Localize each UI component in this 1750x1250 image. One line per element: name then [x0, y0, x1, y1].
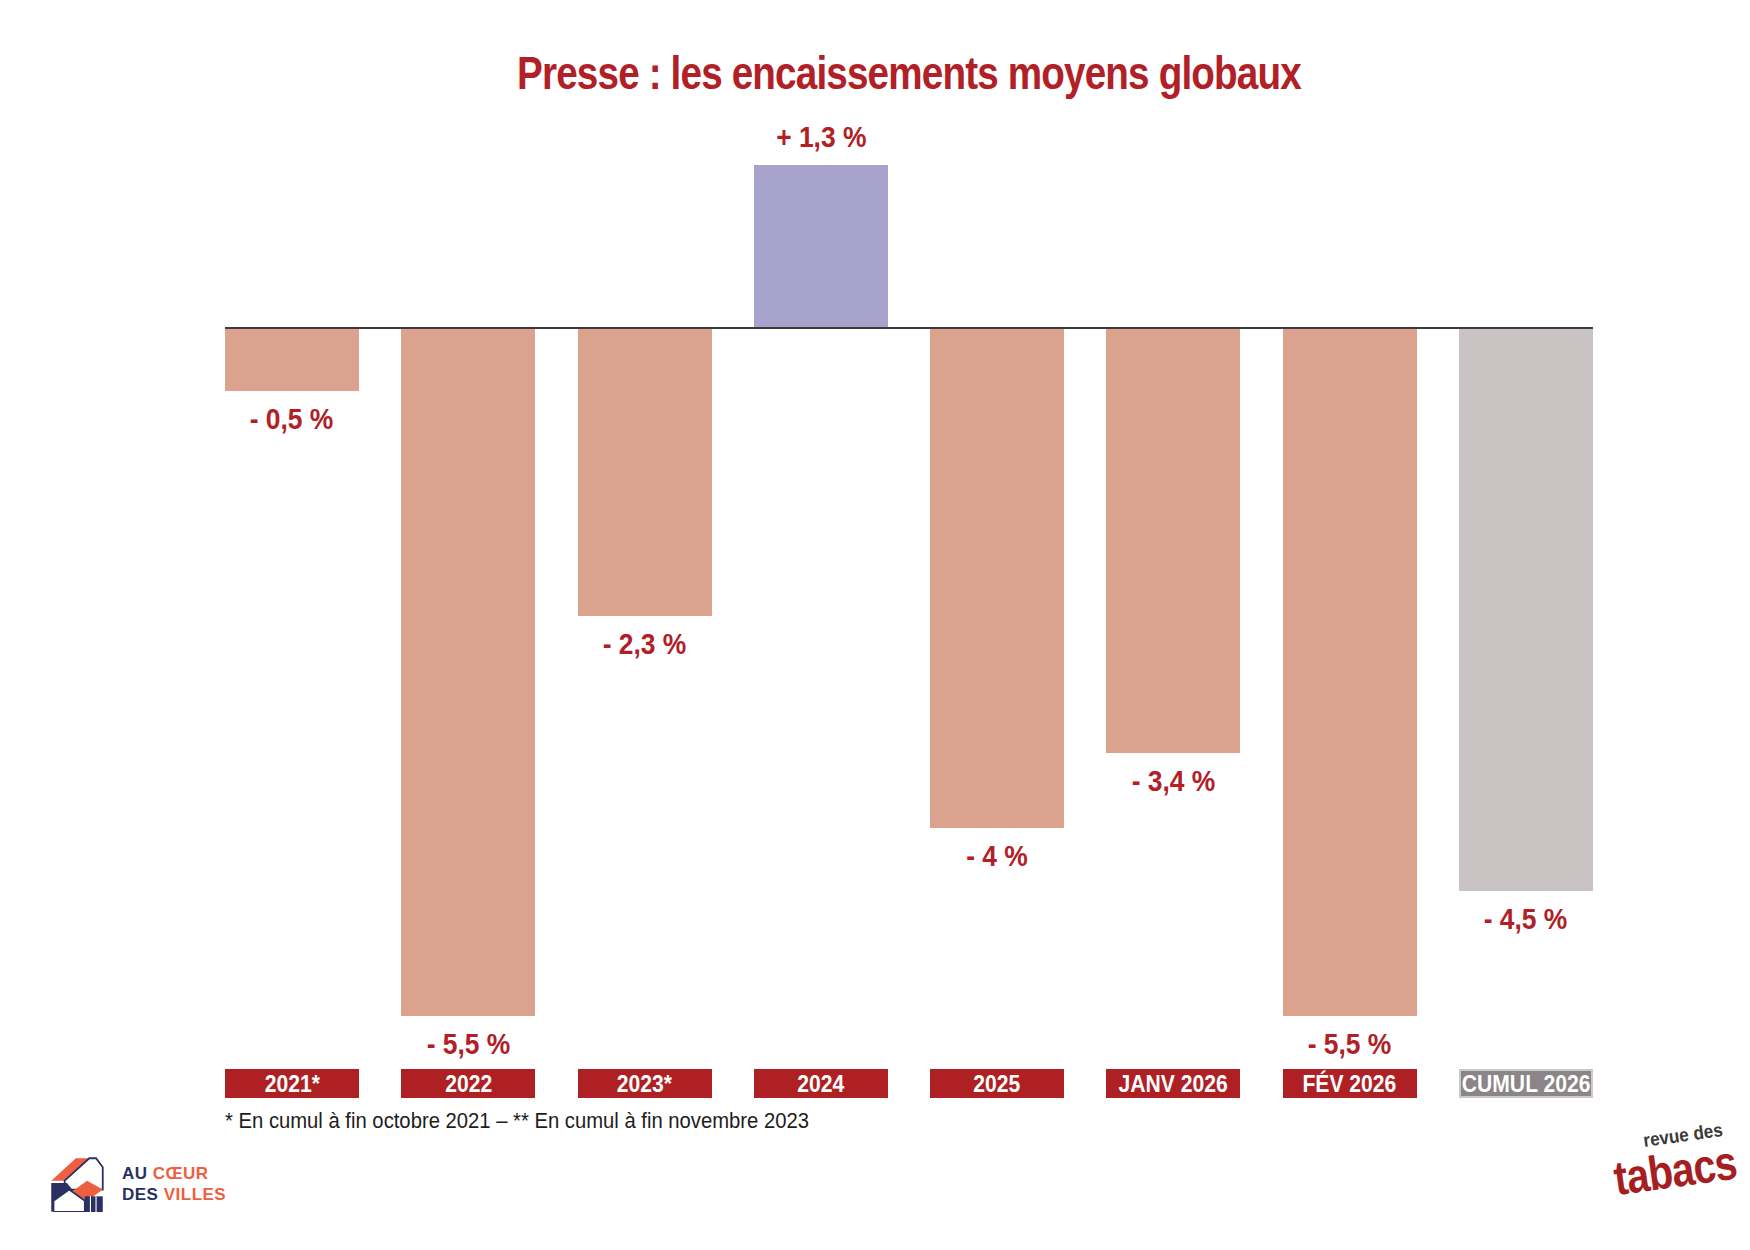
- au-coeur-des-villes-wordmark: AU CŒUR DES VILLES: [122, 1163, 226, 1205]
- bar: [1459, 328, 1593, 891]
- acdv-line2: DES VILLES: [122, 1184, 226, 1205]
- category-label: 2024: [754, 1069, 888, 1098]
- bar: [401, 328, 535, 1016]
- acdv-des: DES: [122, 1185, 158, 1204]
- bar-value-label: - 4,5 %: [1426, 902, 1626, 936]
- category-label: FÉV 2026: [1283, 1069, 1417, 1098]
- bar: [578, 328, 712, 616]
- au-coeur-des-villes-logo: AU CŒUR DES VILLES: [46, 1156, 226, 1212]
- house-icon: [46, 1156, 108, 1212]
- acdv-coeur: CŒUR: [153, 1164, 209, 1183]
- bar: [1283, 328, 1417, 1016]
- footnote: * En cumul à fin octobre 2021 – ** En cu…: [225, 1108, 809, 1134]
- bar-value-label: - 2,3 %: [545, 627, 745, 661]
- acdv-villes: VILLES: [164, 1185, 227, 1204]
- acdv-au: AU: [122, 1164, 148, 1183]
- bar-value-label: - 0,5 %: [192, 402, 392, 436]
- bar: [1106, 328, 1240, 753]
- zero-axis-line: [225, 327, 1593, 329]
- category-label: 2023*: [578, 1069, 712, 1098]
- bar-chart: - 0,5 % 2021* - 5,5 % 2022 - 2,3 % 2023* + 1,3…: [0, 0, 1750, 1250]
- category-label: 2025: [930, 1069, 1064, 1098]
- bar: [754, 165, 888, 328]
- acdv-line1: AU CŒUR: [122, 1163, 226, 1184]
- bar: [930, 328, 1064, 828]
- category-label: CUMUL 2026: [1459, 1069, 1593, 1098]
- bar-value-label: + 1,3 %: [721, 120, 921, 154]
- category-label: JANV 2026: [1106, 1069, 1240, 1098]
- bar-value-label: - 5,5 %: [368, 1027, 568, 1061]
- bar-value-label: - 4 %: [897, 839, 1097, 873]
- category-label: 2021*: [225, 1069, 359, 1098]
- bar: [225, 328, 359, 391]
- bar-value-label: - 5,5 %: [1250, 1027, 1450, 1061]
- category-label: 2022: [401, 1069, 535, 1098]
- bar-value-label: - 3,4 %: [1073, 764, 1273, 798]
